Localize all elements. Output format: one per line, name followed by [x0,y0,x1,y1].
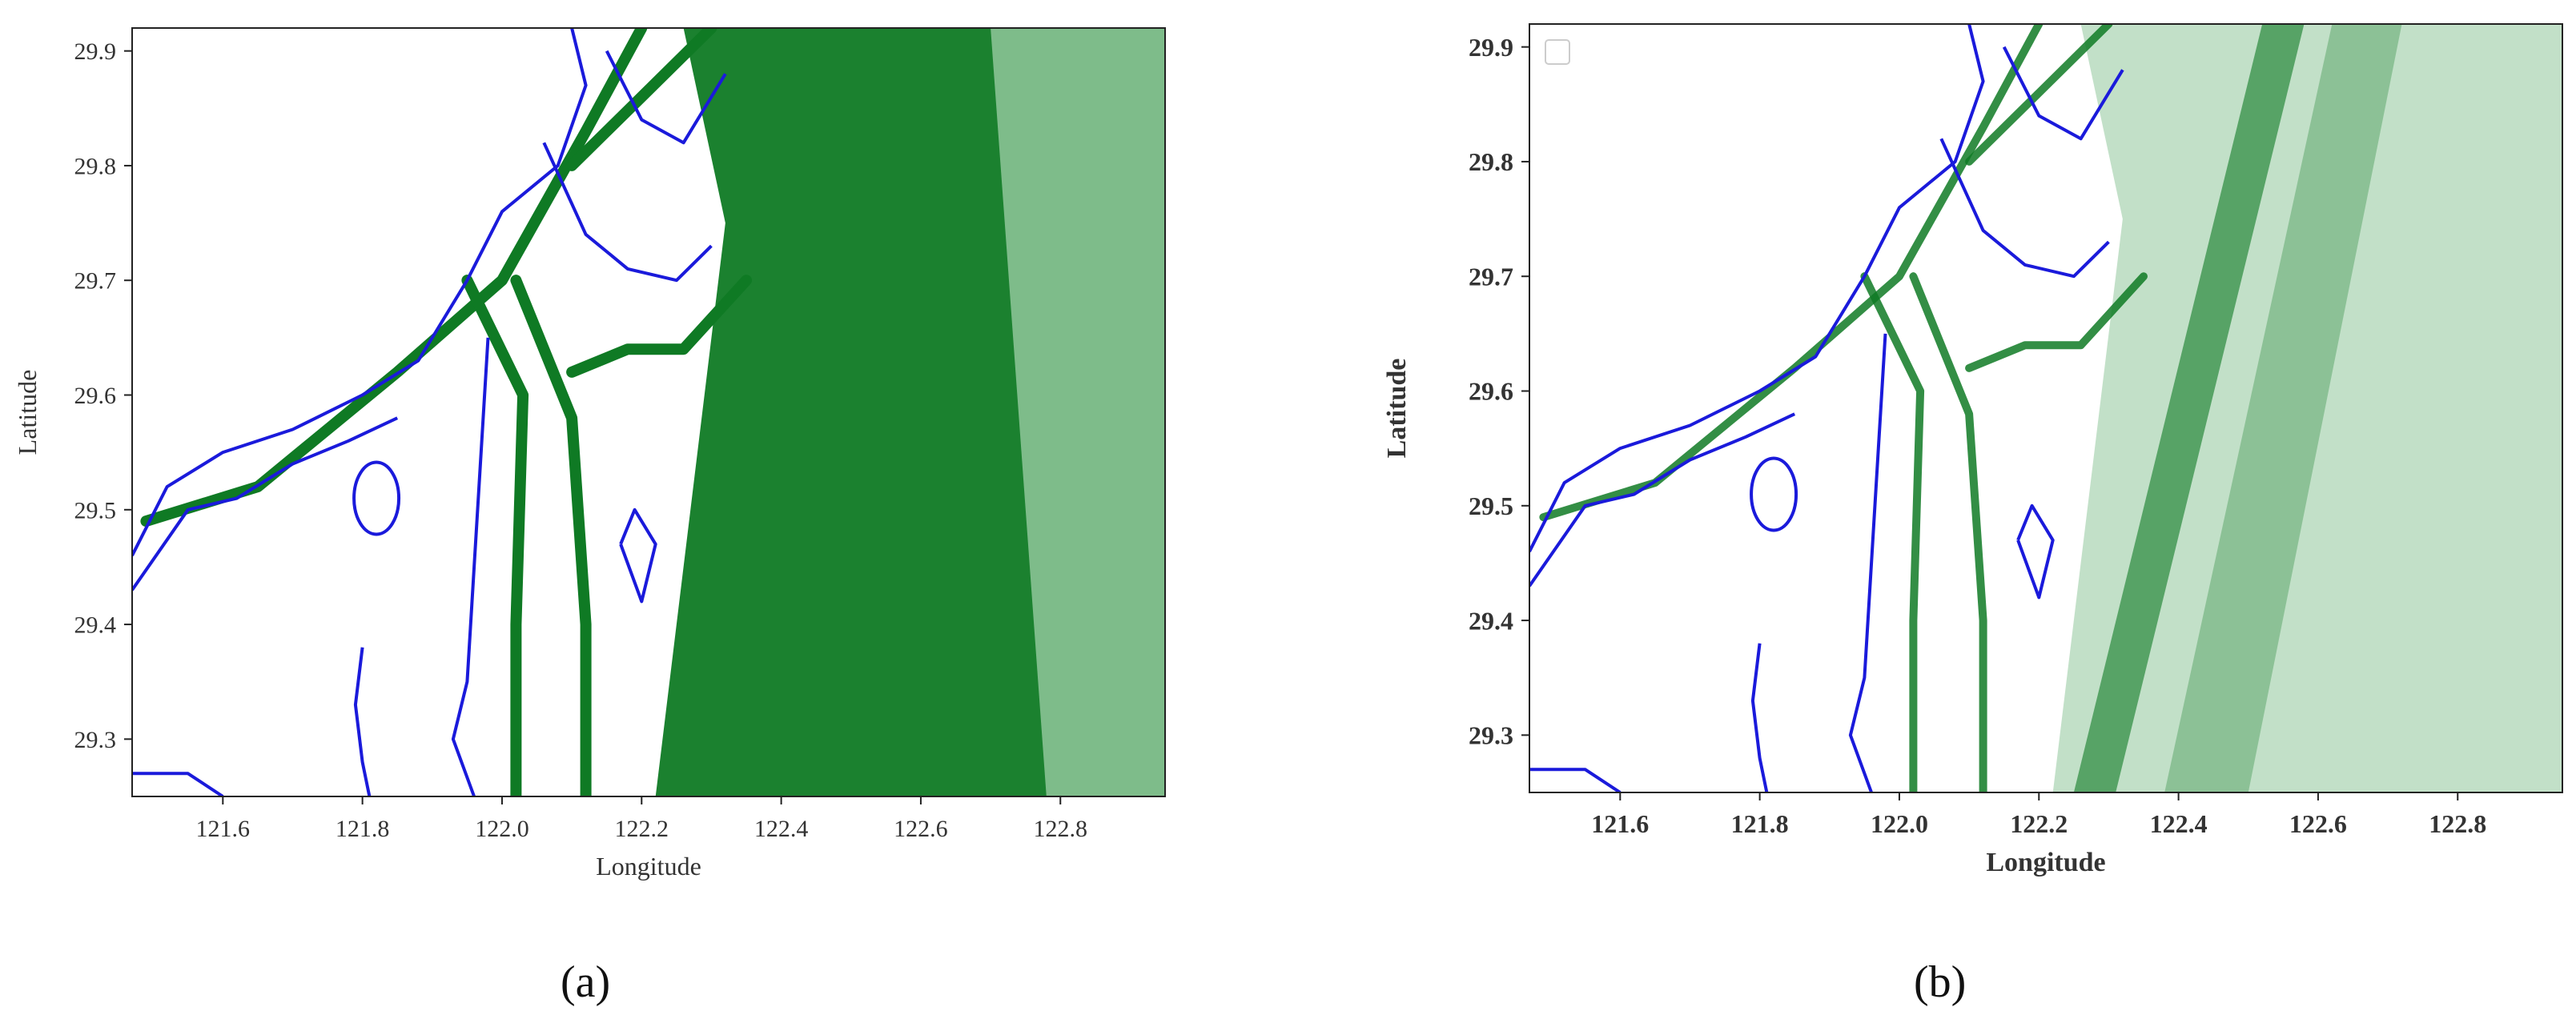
shipping-lane-3 [1909,272,1987,792]
traffic-density-fringe [991,28,1165,796]
shipping-lane-4 [1965,272,2148,372]
x-tick-label-6: 122.8 [2429,809,2486,838]
y-tick-label-6: 29.9 [74,38,117,65]
y-tick-label-4: 29.7 [1469,262,1513,291]
coastline-2 [132,416,399,592]
shipping-lane-2 [1860,272,1925,792]
island-outline [352,460,401,536]
traffic-main-lane [2073,24,2305,792]
shipping-lane-1 [1539,24,2044,522]
coastline-1 [132,28,588,557]
y-tick-label-0: 29.3 [74,727,117,753]
shipping-lane-4 [566,275,752,378]
y-tick-label-6: 29.9 [1469,33,1513,62]
x-axis-title: Longitude [1986,848,2105,877]
x-tick-label-5: 122.6 [2289,809,2347,838]
x-tick-label-2: 122.0 [475,816,529,842]
y-tick-label-5: 29.8 [74,153,117,179]
coastline-8 [619,507,657,604]
panel-caption-b: (b) [1914,957,1967,1007]
traffic-secondary-lane [2164,24,2402,792]
coastline-5 [1750,643,1769,792]
x-tick-label-6: 122.8 [1034,816,1088,842]
y-tick-label-1: 29.4 [1469,606,1513,635]
map-panel-a: 121.6 121.8 122.0 122.2 122.4 122.6 122.8 29.3 2… [0,0,1281,1035]
y-axis-title: Latitude [1382,359,1412,459]
y-tick-label-0: 29.3 [1469,721,1513,750]
y-tick-label-2: 29.5 [1469,491,1513,520]
x-tick-label-4: 122.4 [2150,809,2208,838]
shipping-lane-5 [566,28,717,171]
x-tick-label-2: 122.0 [1871,809,1928,838]
y-axis-title: Latitude [13,370,42,455]
y-tick-label-5: 29.8 [1469,147,1513,176]
shipping-lane-1 [140,28,648,528]
coastline-4 [132,772,224,796]
x-tick-label-5: 122.6 [894,816,948,842]
coastline-7 [605,50,727,145]
y-tick-label-1: 29.4 [74,612,117,639]
y-tick-label-4: 29.7 [74,268,117,295]
coastline-4 [1529,768,1622,792]
y-tick-label-3: 29.6 [74,383,117,409]
map-area [132,28,1165,796]
x-tick-label-0: 121.6 [1591,809,1649,838]
shipping-lane-5 [1965,24,2113,166]
coastline-2 [1529,412,1796,588]
plot-frame [131,27,1166,797]
x-tick-label-1: 121.8 [336,816,390,842]
island-outline [1750,456,1798,532]
coastline-8 [2016,503,2055,600]
coastline-6 [542,142,713,283]
x-tick-label-3: 122.2 [2010,809,2068,838]
x-axis-title: Longitude [596,852,701,881]
coastline-5 [353,647,372,796]
coastline-6 [1939,138,2110,279]
shipping-lane-3 [510,275,592,796]
y-tick-label-3: 29.6 [1469,377,1513,406]
x-tick-label-1: 121.8 [1731,809,1789,838]
map-panel-b: 121.6 121.8 122.0 122.2 122.4 122.6 122.8 29.3 2… [1289,0,2576,1035]
traffic-density-zone [2052,24,2562,792]
plot-frame [1529,23,2563,793]
coastline-1 [1529,24,1985,553]
coastline-7 [2002,46,2124,141]
panel-caption-a: (a) [561,957,611,1007]
x-tick-label-4: 122.4 [754,816,809,842]
traffic-density-map-b: 121.6 121.8 122.0 122.2 122.4 122.6 122.8 29.3 2… [1382,23,2563,877]
shipping-lane-2 [461,275,529,796]
traffic-density-map-a: 121.6 121.8 122.0 122.2 122.4 122.6 122.8 29.3 2… [13,27,1166,881]
x-tick-label-3: 122.2 [615,816,669,842]
legend-box-icon [1545,39,1570,65]
coastline-3 [1848,333,1887,792]
coastline-3 [451,337,490,796]
x-tick-label-0: 121.6 [196,816,251,842]
map-area [1529,24,2562,792]
y-tick-label-2: 29.5 [74,497,117,524]
